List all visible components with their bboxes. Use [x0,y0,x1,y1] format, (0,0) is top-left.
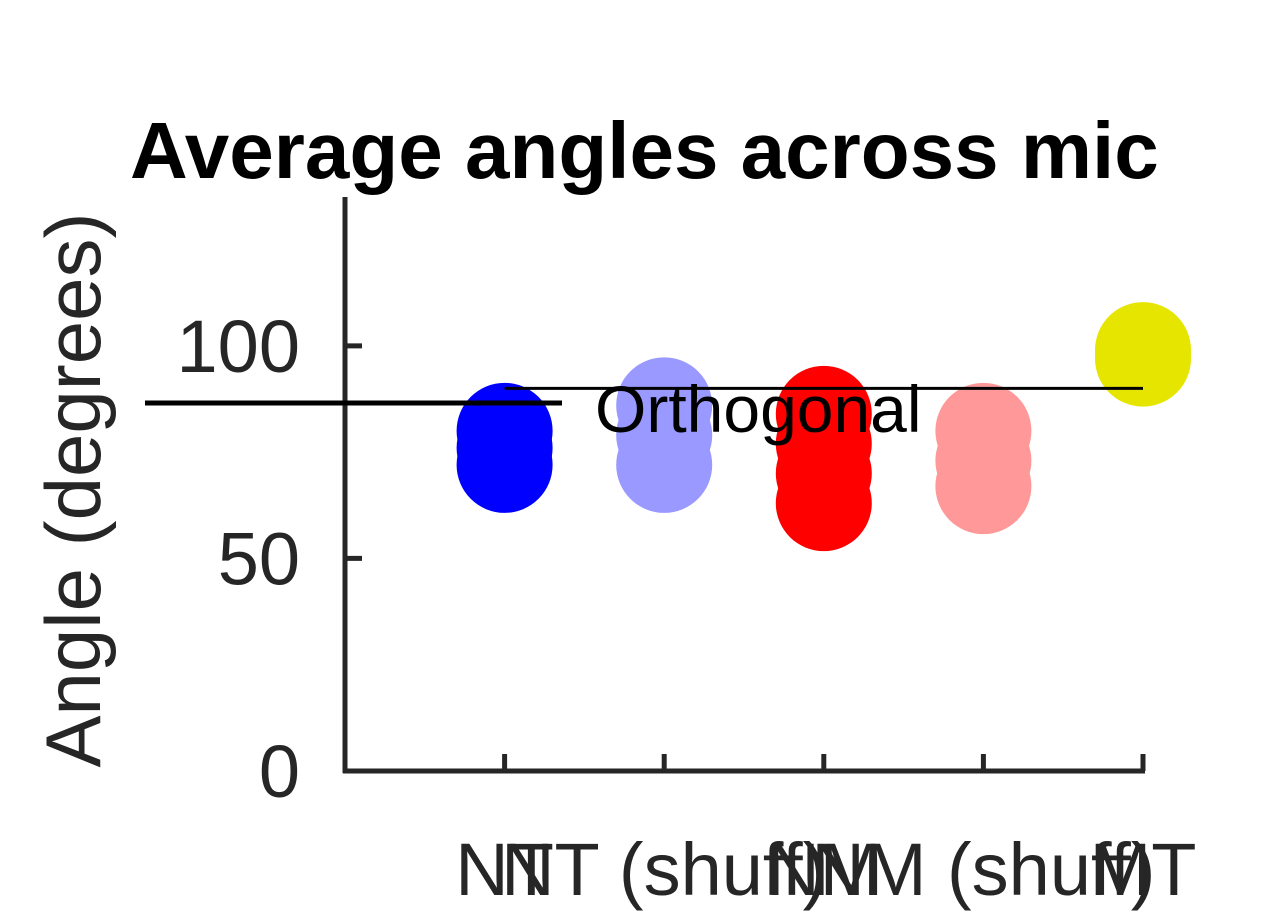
marker [935,438,1032,535]
y-tick-label: 100 [177,305,300,388]
y-axis-label: Angle (degrees) [29,213,117,768]
marker [775,455,872,552]
x-tick-label: NT [455,828,554,911]
x-tick-label: NM [766,828,881,911]
x-tick-label: MT [1090,828,1197,911]
y-tick-label: 0 [259,730,300,813]
x-tick-label: NM (shuff) [811,828,1155,911]
legend-label: Orthogonal [595,372,922,446]
x-tick-label: NT (shuff) [501,828,827,911]
marker [456,416,553,513]
y-tick-label: 50 [218,517,300,600]
marker [616,416,713,513]
marker [1095,310,1191,407]
chart-title: Average angles across mic [130,106,1159,195]
